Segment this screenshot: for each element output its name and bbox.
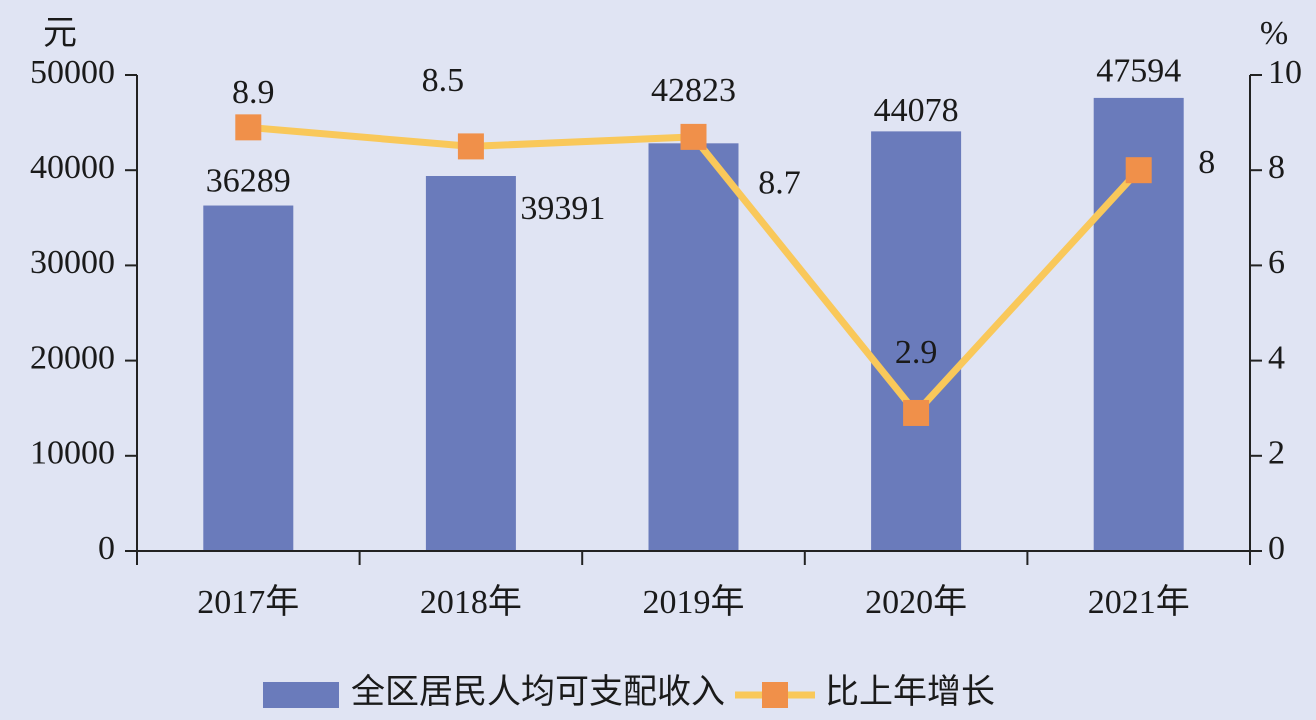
y2-tick-label: 8 xyxy=(1268,149,1285,186)
line-value-label: 8.7 xyxy=(758,165,801,202)
x-tick-label: 2021年 xyxy=(1088,583,1190,621)
bar-value-label: 47594 xyxy=(1096,53,1181,90)
line-marker xyxy=(457,133,484,160)
x-tick-label: 2019年 xyxy=(643,583,745,621)
y-tick-label: 20000 xyxy=(30,339,115,376)
line-value-label: 8.9 xyxy=(232,74,275,111)
bar-value-label: 44078 xyxy=(874,92,959,129)
bar xyxy=(648,143,739,551)
y-tick-label: 30000 xyxy=(30,244,115,281)
legend-label: 比上年增长 xyxy=(825,673,995,711)
line-value-label: 2.9 xyxy=(895,334,938,371)
line-marker xyxy=(1125,157,1152,184)
bar-value-label: 36289 xyxy=(206,162,291,199)
bar xyxy=(425,175,516,551)
x-tick-label: 2020年 xyxy=(865,583,967,621)
bar xyxy=(203,205,294,551)
bar xyxy=(871,131,962,551)
legend-swatch xyxy=(263,682,339,708)
y-tick-label: 10000 xyxy=(30,435,115,472)
line-value-label: 8 xyxy=(1198,144,1215,181)
y2-axis-unit: % xyxy=(1260,15,1288,52)
legend-marker xyxy=(762,682,788,708)
bar-value-label: 39391 xyxy=(520,190,605,227)
line-value-label: 8.5 xyxy=(422,62,465,99)
y-tick-label: 40000 xyxy=(30,149,115,186)
y-tick-label: 0 xyxy=(98,530,115,567)
y2-tick-label: 4 xyxy=(1268,339,1285,376)
x-tick-label: 2017年 xyxy=(197,583,299,621)
y2-tick-label: 6 xyxy=(1268,244,1285,281)
y-tick-label: 50000 xyxy=(30,54,115,91)
line-marker xyxy=(903,399,930,426)
line-marker xyxy=(680,123,707,150)
bar-value-label: 42823 xyxy=(651,72,736,109)
y2-tick-label: 10 xyxy=(1268,54,1302,91)
y-axis-unit: 元 xyxy=(43,15,77,52)
y2-tick-label: 2 xyxy=(1268,435,1285,472)
line-marker xyxy=(235,114,262,141)
x-tick-label: 2018年 xyxy=(420,583,522,621)
y2-tick-label: 0 xyxy=(1268,530,1285,567)
legend-label: 全区居民人均可支配收入 xyxy=(351,673,725,711)
